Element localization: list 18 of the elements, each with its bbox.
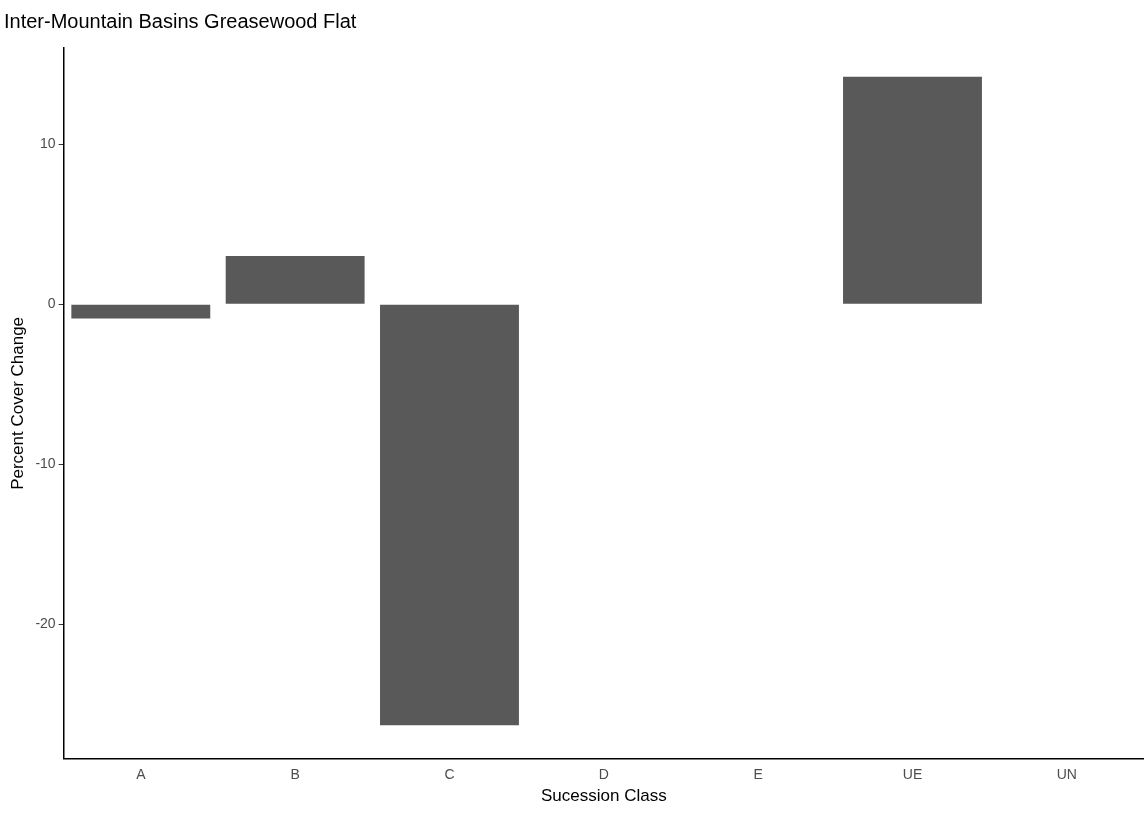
x-tick-label: E: [753, 766, 763, 783]
x-tick-label: UN: [1056, 766, 1077, 783]
bar: [843, 76, 982, 304]
y-tick-label: -10: [35, 455, 56, 472]
bar: [380, 304, 519, 726]
x-tick-label: UE: [902, 766, 923, 783]
bar: [225, 256, 365, 304]
bar: [71, 304, 211, 319]
y-axis-title: Percent Cover Change: [7, 316, 27, 490]
x-axis-title: Sucession Class: [540, 786, 667, 806]
x-tick-label: D: [598, 766, 609, 783]
chart-title: Inter-Mountain Basins Greasewood Flat: [4, 9, 357, 32]
x-tick-label: C: [444, 766, 455, 783]
x-tick-label: A: [136, 766, 147, 783]
x-tick-label: B: [290, 766, 300, 783]
y-tick-label: -20: [35, 615, 56, 632]
y-tick-label: 10: [40, 134, 56, 151]
y-tick-label: 0: [47, 295, 56, 311]
